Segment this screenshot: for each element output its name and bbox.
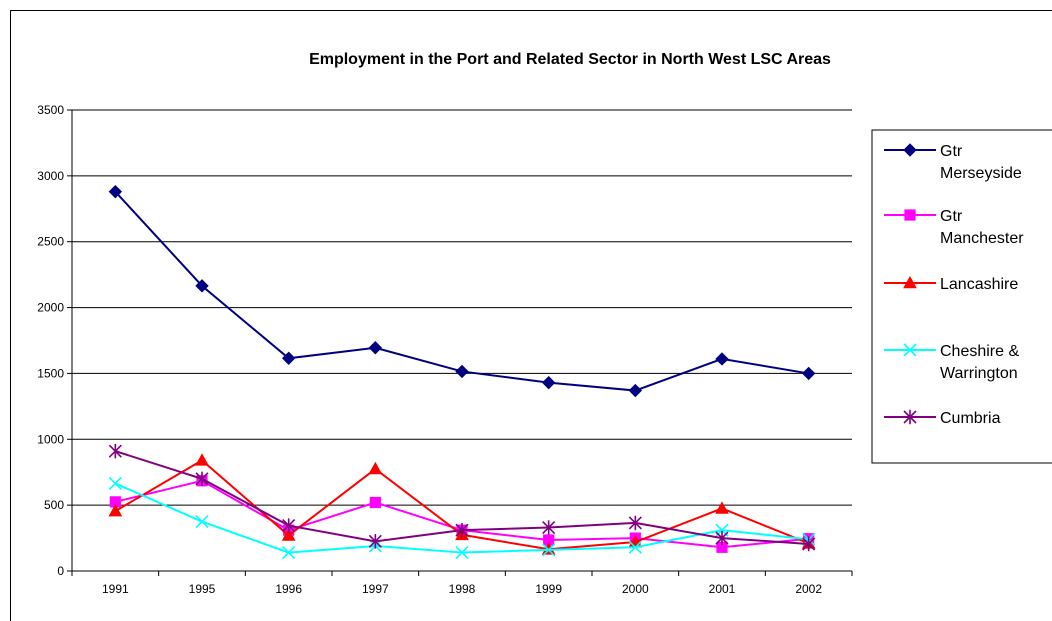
data-point	[542, 543, 556, 557]
data-point	[369, 496, 381, 509]
data-point	[195, 279, 209, 293]
y-tick-label: 2000	[37, 301, 64, 315]
legend-label: Cheshire & Warrington	[940, 343, 1019, 382]
x-tick-label: 1998	[449, 582, 476, 596]
y-tick-label: 0	[57, 564, 64, 578]
legend-entry: Gtr Manchester	[884, 208, 1024, 247]
x-tick-label: 1999	[535, 582, 562, 596]
y-tick-label: 2500	[37, 235, 64, 249]
data-point	[282, 518, 296, 533]
legend-entry: Cumbria	[884, 409, 1001, 427]
legend-marker	[904, 209, 916, 221]
x-tick-label: 1997	[362, 582, 389, 596]
chart-title: Employment in the Port and Related Secto…	[309, 51, 831, 68]
data-point	[541, 375, 556, 390]
axes: 0 500 1000 1500 2000 2500 3000 3500 1991 1995 1996…	[37, 103, 853, 596]
grid-lines	[72, 109, 852, 506]
series-gtr-merseyside	[108, 184, 816, 398]
data-point	[715, 501, 729, 514]
data-point	[628, 515, 642, 531]
data-point	[195, 453, 209, 466]
data-point	[455, 545, 469, 560]
y-tick-label: 1000	[37, 432, 64, 446]
legend-marker	[903, 409, 917, 425]
data-point	[541, 542, 556, 555]
data-point	[281, 351, 296, 365]
legend-marker	[903, 275, 917, 289]
x-tick-label: 1991	[102, 582, 129, 596]
data-point	[195, 471, 209, 486]
data-point	[108, 184, 123, 199]
data-point	[108, 443, 122, 459]
data-point	[715, 352, 729, 366]
chart-frame	[10, 10, 1052, 621]
series-lancashire	[108, 453, 816, 555]
data-point	[802, 536, 816, 552]
data-point	[628, 383, 643, 398]
series-line	[114, 482, 809, 554]
y-tick-label: 3500	[37, 103, 64, 117]
series-cumbria	[108, 443, 816, 552]
data-point	[282, 545, 296, 560]
x-tick-label: 2000	[622, 582, 649, 596]
legend-entry: Gtr Merseyside	[884, 143, 1022, 182]
legend-label: Gtr Manchester	[940, 208, 1024, 247]
x-tick-label: 1995	[189, 582, 216, 596]
x-tick-label: 2001	[709, 582, 736, 596]
legend-marker	[903, 343, 917, 357]
data-point	[455, 364, 469, 379]
legend-marker	[903, 143, 917, 157]
y-tick-label: 500	[44, 498, 64, 512]
data-point	[368, 341, 383, 355]
legend-entry: Cheshire & Warrington	[884, 343, 1019, 382]
legend-label: Cumbria	[940, 410, 1001, 427]
data-point	[368, 461, 383, 475]
data-point	[715, 530, 729, 546]
y-tick-label: 3000	[37, 169, 64, 183]
data-point	[108, 504, 123, 517]
legend-label: Gtr Merseyside	[940, 143, 1022, 182]
series-layer	[108, 184, 816, 560]
data-point	[455, 522, 469, 538]
legend: Gtr Merseyside Gtr Manchester Lancashire Ches…	[871, 129, 1052, 464]
data-point	[281, 528, 296, 541]
x-tick-label: 1996	[275, 582, 302, 596]
x-tick-label: 2002	[795, 582, 822, 596]
y-tick-label: 1500	[37, 366, 64, 380]
legend-box	[871, 129, 1052, 464]
data-point	[801, 366, 816, 381]
legend-label: Lancashire	[940, 276, 1018, 293]
data-point	[195, 515, 209, 529]
data-point	[542, 520, 556, 535]
data-point	[368, 534, 382, 549]
series-line	[114, 190, 809, 392]
legend-entry: Lancashire	[884, 275, 1018, 293]
data-point	[628, 540, 642, 554]
data-point	[108, 476, 122, 490]
